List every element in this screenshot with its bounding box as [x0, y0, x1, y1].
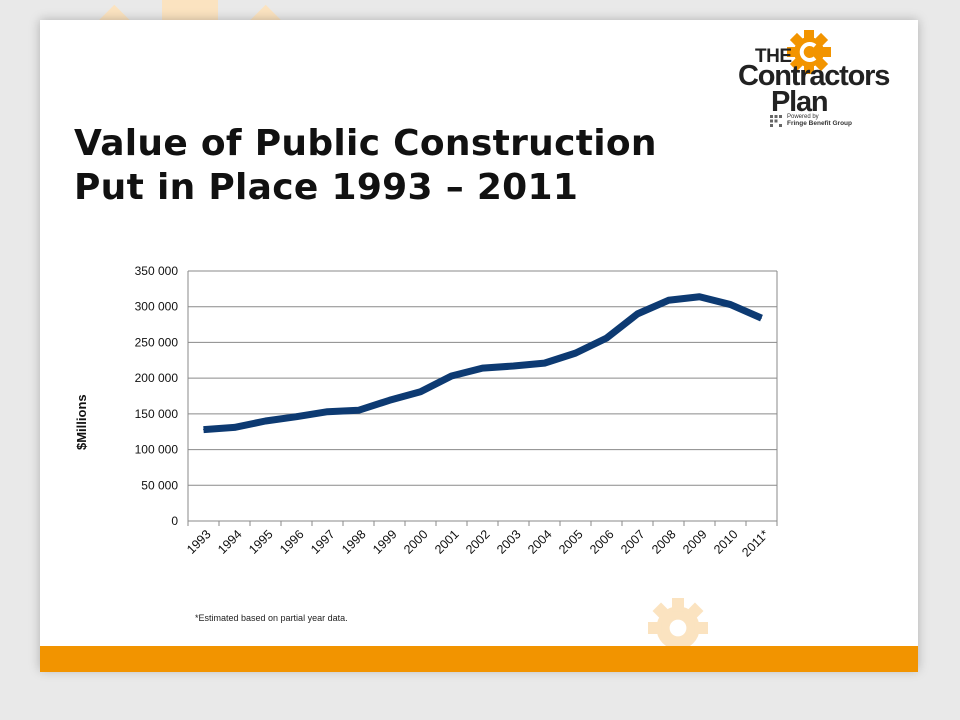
- data-point: [296, 416, 297, 418]
- logo-powered-by: Powered by: [787, 114, 819, 120]
- gear-c-icon: [787, 30, 831, 74]
- data-point: [668, 299, 669, 301]
- x-tick-label: 2009: [680, 527, 710, 557]
- y-tick-label: 150 000: [135, 407, 179, 421]
- company-logo: THE Contractors Plan Powered by Fringe B…: [735, 28, 895, 138]
- data-point: [761, 317, 762, 319]
- x-tick-label: 1997: [308, 527, 338, 557]
- x-tick-label: 2005: [556, 527, 586, 557]
- x-tick-label: 1995: [246, 527, 276, 557]
- data-point: [327, 411, 328, 413]
- fringe-benefit-mark-icon: [770, 115, 782, 127]
- data-point: [234, 426, 235, 428]
- logo-line-3: Plan: [771, 86, 829, 118]
- footnote: *Estimated based on partial year data.: [195, 613, 348, 623]
- slide-title: Value of Public Construction Put in Plac…: [74, 122, 657, 210]
- y-tick-label: 100 000: [135, 443, 179, 457]
- x-tick-label: 1996: [277, 527, 307, 557]
- title-line-1: Value of Public Construction: [74, 123, 657, 164]
- x-tick-label: 1998: [339, 527, 369, 557]
- data-point: [451, 375, 452, 377]
- data-point: [606, 337, 607, 339]
- data-point: [544, 362, 545, 364]
- y-tick-label: 0: [171, 514, 178, 528]
- x-tick-label: 2004: [525, 527, 555, 557]
- data-point: [513, 365, 514, 367]
- y-tick-label: 300 000: [135, 300, 179, 314]
- data-point: [730, 304, 731, 306]
- data-point: [358, 409, 359, 411]
- x-tick-label: 2010: [711, 527, 741, 557]
- data-point: [389, 399, 390, 401]
- data-point: [203, 429, 204, 431]
- data-point: [482, 367, 483, 369]
- data-point: [420, 391, 421, 393]
- x-tick-label: 2002: [463, 527, 493, 557]
- data-point: [699, 296, 700, 298]
- x-tick-label: 2006: [587, 527, 617, 557]
- x-tick-label: 2001: [432, 527, 462, 557]
- data-point: [575, 352, 576, 354]
- y-tick-label: 200 000: [135, 371, 179, 385]
- slide-panel: [40, 20, 918, 670]
- x-tick-label: 1999: [370, 527, 400, 557]
- x-tick-label: 1994: [215, 527, 245, 557]
- x-tick-label: 2000: [401, 527, 431, 557]
- x-tick-label: 2008: [649, 527, 679, 557]
- y-tick-label: 50 000: [141, 478, 178, 492]
- title-line-2: Put in Place 1993 – 2011: [74, 167, 579, 208]
- footer-bar: [40, 646, 918, 672]
- data-point: [637, 313, 638, 315]
- x-tick-label: 2011*: [739, 527, 771, 559]
- x-tick-label: 2003: [494, 527, 524, 557]
- x-tick-label: 2007: [618, 527, 648, 557]
- series-line: [203, 293, 763, 434]
- logo-line-1: THE: [755, 46, 792, 67]
- x-tick-label: 1993: [184, 527, 214, 557]
- logo-line-2: Contractors: [738, 60, 890, 92]
- footer-gear-icon: [648, 598, 708, 650]
- y-tick-label: 350 000: [135, 264, 179, 278]
- data-point: [265, 420, 266, 422]
- y-tick-label: 250 000: [135, 335, 179, 349]
- logo-company-name: Fringe Benefit Group: [787, 120, 852, 127]
